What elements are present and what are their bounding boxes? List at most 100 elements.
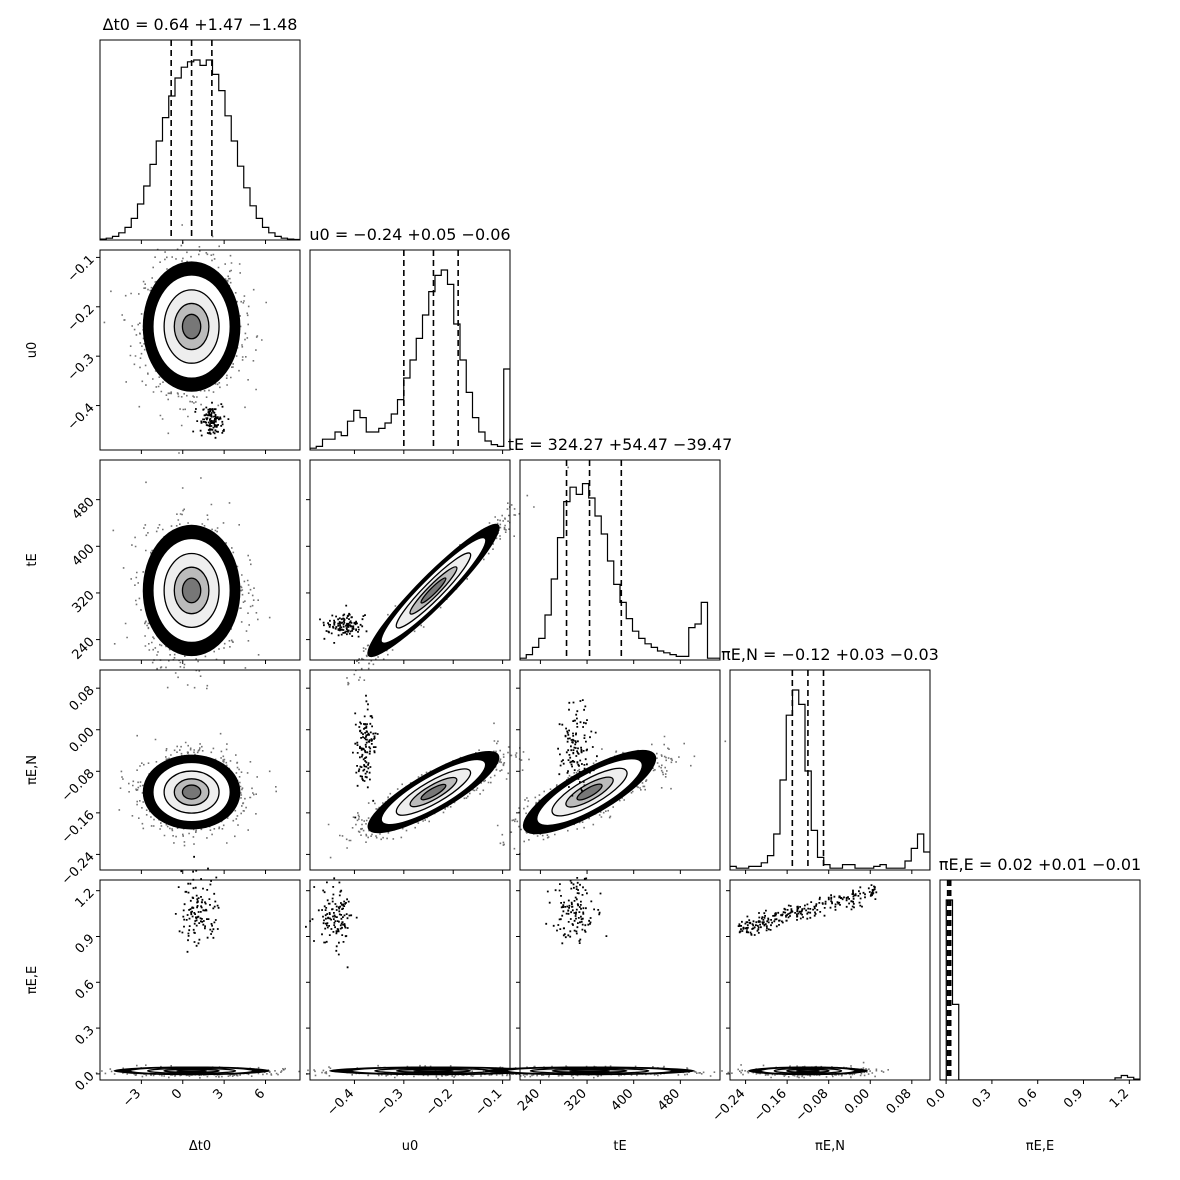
y-tick-label: 240: [69, 635, 97, 663]
scatter-panel: [737, 884, 878, 936]
histogram-panel: [520, 460, 720, 660]
y-tick-label: 0.6: [72, 977, 97, 1002]
x-tick-label: −0.4: [324, 1086, 357, 1119]
x-tick-label: −0.16: [751, 1086, 790, 1125]
panel-frame: [99, 459, 301, 661]
x-tick-label: 0.3: [970, 1086, 995, 1111]
panel-frame: [519, 459, 721, 661]
y-tick-label: 0.0: [72, 1069, 97, 1094]
x-tick-label: −0.3: [374, 1086, 407, 1119]
y-axis-label: πE,N: [25, 755, 40, 785]
secondary-mode: [174, 855, 220, 953]
x-tick-label: 6: [252, 1086, 268, 1102]
scatter-points: [432, 1065, 772, 1079]
x-tick-label: 320: [562, 1086, 590, 1114]
histogram-bars: [940, 899, 1140, 1080]
panel-frame: [939, 879, 1141, 1081]
histogram-bars: [100, 59, 300, 240]
x-tick-label: 3: [211, 1086, 227, 1102]
x-tick-label: 400: [608, 1086, 636, 1114]
x-axis-label: tE: [613, 1139, 626, 1154]
x-tick-label: 0.08: [884, 1086, 915, 1117]
y-tick-label: 0.00: [67, 725, 98, 756]
panel-title: Δt0 = 0.64 +1.47 −1.48: [103, 15, 298, 34]
panel-frame: [729, 879, 931, 1081]
panel-frame: [99, 39, 301, 241]
panel-frame: [309, 249, 511, 451]
scatter-points: [496, 735, 727, 855]
y-tick-label: 320: [69, 588, 97, 616]
y-tick-label: 0.08: [67, 683, 98, 714]
density-contour: [181, 784, 202, 800]
x-axis-label: πE,E: [1026, 1139, 1054, 1154]
panel-frame: [99, 249, 301, 451]
panel-title: πE,E = 0.02 +0.01 −0.01: [939, 855, 1141, 874]
y-tick-label: 400: [69, 541, 97, 569]
x-axis-label: Δt0: [189, 1139, 211, 1154]
x-tick-label: −0.2: [423, 1086, 456, 1119]
histogram-panel: [730, 670, 930, 870]
x-tick-label: 0.9: [1061, 1086, 1086, 1111]
x-tick-label: −3: [120, 1086, 144, 1110]
panel-title: πE,N = −0.12 +0.03 −0.03: [721, 645, 939, 664]
secondary-mode: [557, 699, 598, 797]
x-tick-label: 0.6: [1015, 1086, 1040, 1111]
x-tick-label: −0.24: [710, 1086, 749, 1125]
y-tick-label: −0.2: [65, 302, 98, 335]
x-tick-label: −0.1: [472, 1086, 505, 1119]
x-tick-label: 480: [655, 1086, 683, 1114]
y-tick-label: −0.1: [65, 252, 98, 285]
secondary-mode: [305, 877, 358, 969]
density-contour: [413, 1069, 454, 1073]
y-axis-label: tE: [25, 553, 40, 566]
y-tick-label: 480: [69, 495, 97, 523]
secondary-mode: [545, 877, 608, 945]
panel-frame: [729, 669, 931, 871]
scatter-points: [327, 722, 530, 859]
x-tick-label: 0.0: [924, 1086, 949, 1111]
secondary-mode: [192, 401, 230, 439]
x-tick-label: −0.08: [793, 1086, 832, 1125]
scatter-points: [103, 224, 267, 454]
x-tick-label: 0.00: [842, 1086, 873, 1117]
density-contour: [420, 577, 447, 604]
panel-frame: [99, 879, 301, 1081]
scatter-points: [283, 1064, 614, 1080]
y-tick-label: 1.2: [72, 886, 97, 911]
histogram-bars: [730, 689, 930, 870]
histogram-panel: [940, 880, 1140, 1080]
density-contour: [576, 783, 603, 801]
histogram-bars: [310, 269, 510, 450]
x-tick-label: 0: [169, 1086, 185, 1102]
panel-frame: [309, 459, 511, 661]
secondary-mode: [319, 604, 368, 644]
scatter-points: [95, 1064, 286, 1079]
x-tick-label: 1.2: [1107, 1086, 1132, 1111]
y-tick-label: −0.24: [59, 849, 98, 888]
scatter-points: [112, 477, 271, 690]
y-tick-label: 0.9: [72, 932, 97, 957]
histogram-panel: [100, 40, 300, 240]
density-contour: [181, 577, 202, 604]
histogram-bars: [520, 483, 720, 660]
y-axis-label: πE,E: [25, 966, 40, 994]
panel-frame: [519, 669, 721, 871]
y-axis-label: u0: [25, 342, 40, 359]
y-tick-label: −0.4: [65, 401, 98, 434]
scatter-points: [118, 732, 277, 847]
x-axis-label: πE,N: [815, 1139, 845, 1154]
density-contour: [420, 783, 447, 801]
y-tick-label: −0.3: [65, 351, 98, 384]
panel-frame: [519, 879, 721, 1081]
panel-title: tE = 324.27 +54.47 −39.47: [508, 435, 733, 454]
y-tick-label: −0.08: [59, 766, 98, 805]
secondary-mode: [737, 884, 878, 936]
density-contour: [569, 1069, 610, 1073]
x-tick-label: 240: [515, 1086, 543, 1114]
x-axis-label: u0: [402, 1139, 419, 1154]
density-contour: [176, 1069, 207, 1073]
panel-frame: [309, 879, 511, 1081]
scatter-points: [721, 1061, 889, 1079]
histogram-panel: [310, 250, 510, 450]
